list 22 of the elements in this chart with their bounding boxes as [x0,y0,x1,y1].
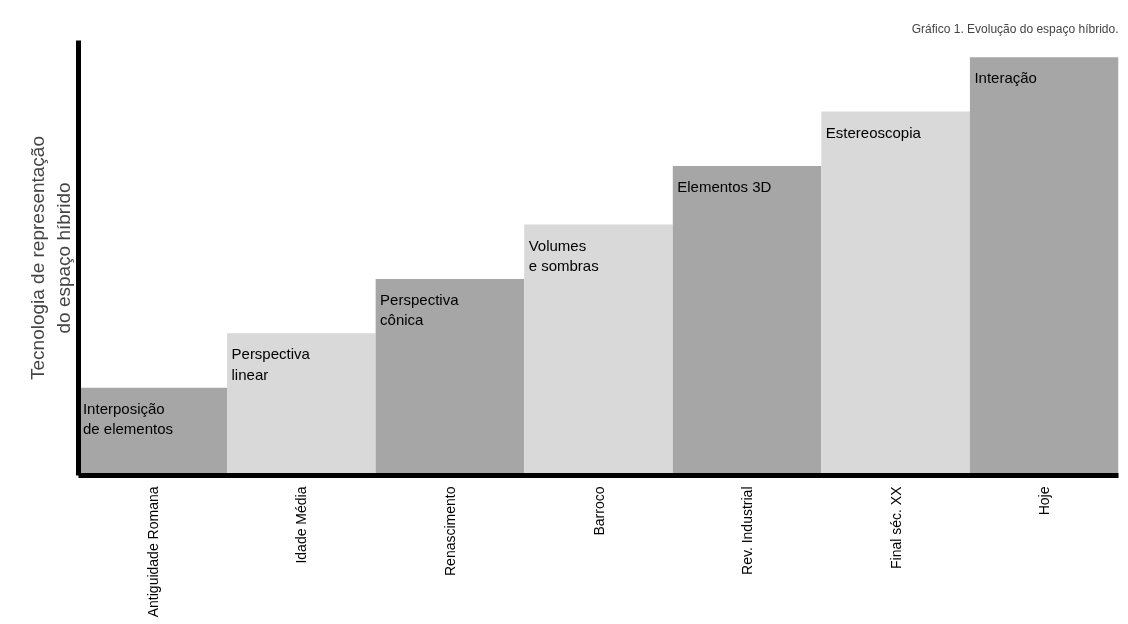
bar [969,57,1119,476]
x-tick-label: Idade Média [293,486,310,564]
bar [821,111,970,476]
x-tick-label: Rev. Industrial [739,486,756,575]
annotation: Interposição de elementos [82,399,174,438]
annotation: Perspectiva cônica [380,290,460,329]
annotation: Perspectiva linear [231,345,311,383]
annotation: Interação [974,69,1037,87]
x-tick-label: Hoje [1036,486,1053,516]
x-tick-label: Barroco [590,486,607,536]
x-tick-label: Final séc. XX [887,485,904,569]
y-axis-title: Tecnologia de representação do espaço híbrido [27,135,74,380]
bar [524,224,673,476]
bar [672,165,822,476]
x-tick-label: Renascimento [441,486,458,576]
annotation: Volumes e sombras [528,236,599,274]
bar [227,333,376,476]
chart-title: Gráfico 1. Evolução do espaço híbrido. [911,21,1119,36]
bar [375,278,525,476]
annotation: Estereoscopia [825,123,922,141]
x-tick-label: Antiguidade Romana [144,486,161,618]
annotation: Elementos 3D [677,177,772,195]
